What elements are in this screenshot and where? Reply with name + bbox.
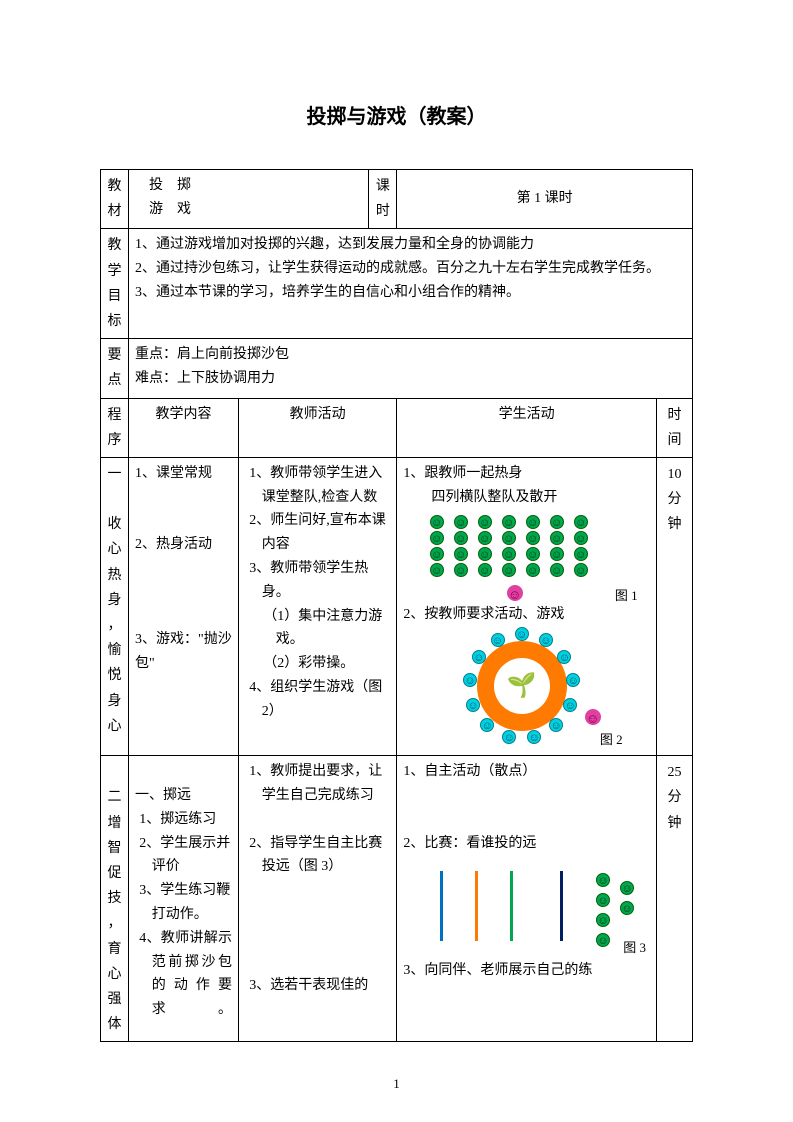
student-dot-icon [549, 718, 563, 732]
teacher-dot-icon [507, 585, 523, 601]
figure-3: 图 3 [420, 859, 650, 959]
student-dot-icon [515, 627, 529, 641]
objectives-text: 1、通过游戏增加对投掷的兴趣，达到发展力量和全身的协调能力 2、通过持沙包练习，… [129, 229, 693, 339]
student-dot-icon [596, 873, 610, 887]
proc-1-content: 1、课堂常规 2、热身活动 3、游戏："抛沙包" [129, 457, 239, 755]
student-dot-icon [454, 563, 468, 577]
student-dot-icon [478, 563, 492, 577]
col-time: 时间 [657, 398, 693, 457]
student-dot-icon [596, 893, 610, 907]
student-dot-icon [454, 531, 468, 545]
student-dot-icon [596, 913, 610, 927]
student-dot-icon [430, 515, 444, 529]
lesson-title: 投掷与游戏（教案） [100, 100, 693, 129]
student-dot-icon [550, 563, 564, 577]
teacher-dot-icon [585, 709, 601, 725]
throw-line-icon [440, 871, 443, 941]
proc-1-student: 1、跟教师一起热身 四列横队整队及散开 // placeholder — dot… [397, 457, 657, 755]
page-number: 1 [0, 1076, 793, 1092]
student-dot-icon [574, 515, 588, 529]
col-student: 学生活动 [397, 398, 657, 457]
proc-1-teacher: 1、教师带领学生进入课堂整队,检查人数 2、师生问好,宣布本课内容 3、教师带领… [239, 457, 397, 755]
lesson-plan-table: 教材 投 掷 游 戏 课时 第 1 课时 教学目标 1、通过游戏增加对投掷的兴趣… [100, 169, 693, 1042]
proc-2-label: 二增智促技，育心强体 [101, 756, 129, 1042]
student-dot-icon [478, 531, 492, 545]
throw-line-icon [510, 871, 513, 941]
figure-2-label: 图 2 [600, 729, 623, 751]
proc-2-content: 一、掷远 1、掷远练习 2、学生展示并评价 3、学生练习鞭打动作。 4、教师讲解… [129, 756, 239, 1042]
student-dot-icon [596, 933, 610, 947]
material-value: 投 掷 游 戏 [129, 170, 369, 229]
student-dot-icon [550, 515, 564, 529]
period-label: 课时 [369, 170, 397, 229]
student-dot-icon [463, 673, 477, 687]
proc-2-student: 1、自主活动（散点） 2、比赛：看谁投的远 图 3 3、向同伴、老师展示自己的练 [397, 756, 657, 1042]
student-dot-icon [620, 881, 634, 895]
proc-2-time: 25分钟 [657, 756, 693, 1042]
student-dot-icon [478, 515, 492, 529]
student-dot-icon [502, 730, 516, 744]
student-dot-icon [502, 563, 516, 577]
figure-1: // placeholder — dots generated below 图 … [412, 513, 642, 603]
proc-1-time: 10分钟 [657, 457, 693, 755]
student-dot-icon [466, 698, 480, 712]
plant-icon: 🌱 [494, 658, 550, 714]
student-dot-icon [550, 531, 564, 545]
student-dot-icon [491, 633, 505, 647]
student-dot-icon [526, 563, 540, 577]
student-dot-icon [502, 515, 516, 529]
student-dot-icon [557, 650, 571, 664]
col-teacher: 教师活动 [239, 398, 397, 457]
throw-line-icon [475, 871, 478, 941]
student-dot-icon [550, 547, 564, 561]
student-dot-icon [574, 563, 588, 577]
col-content: 教学内容 [129, 398, 239, 457]
student-dot-icon [430, 563, 444, 577]
figure-2: 🌱 图 2 [427, 631, 627, 751]
keypoints-label: 要点 [101, 339, 129, 398]
col-procedure: 程序 [101, 398, 129, 457]
student-dot-icon [454, 515, 468, 529]
student-dot-icon [502, 547, 516, 561]
student-dot-icon [478, 547, 492, 561]
proc-1-label: 一 收心热身，愉悦身心 [101, 457, 129, 755]
student-dot-icon [563, 698, 577, 712]
keypoints-text: 重点：肩上向前投掷沙包 难点：上下肢协调用力 [129, 339, 693, 398]
figure-3-label: 图 3 [623, 937, 646, 959]
objectives-label: 教学目标 [101, 229, 129, 339]
student-dot-icon [526, 531, 540, 545]
proc-2-teacher: 1、教师提出要求，让学生自己完成练习 2、指导学生自主比赛投远（图 3） 3、选… [239, 756, 397, 1042]
student-dot-icon [454, 547, 468, 561]
student-dot-icon [566, 673, 580, 687]
student-dot-icon [430, 547, 444, 561]
student-dot-icon [526, 547, 540, 561]
student-dot-icon [527, 730, 541, 744]
student-dot-icon [620, 901, 634, 915]
figure-1-label: 图 1 [615, 585, 638, 607]
student-dot-icon [539, 633, 553, 647]
student-dot-icon [472, 650, 486, 664]
material-label: 教材 [101, 170, 129, 229]
student-dot-icon [502, 531, 516, 545]
student-dot-icon [574, 547, 588, 561]
student-dot-icon [574, 531, 588, 545]
student-dot-icon [526, 515, 540, 529]
period-value: 第 1 课时 [397, 170, 693, 229]
throw-line-icon [560, 871, 563, 941]
student-dot-icon [430, 531, 444, 545]
student-dot-icon [480, 718, 494, 732]
